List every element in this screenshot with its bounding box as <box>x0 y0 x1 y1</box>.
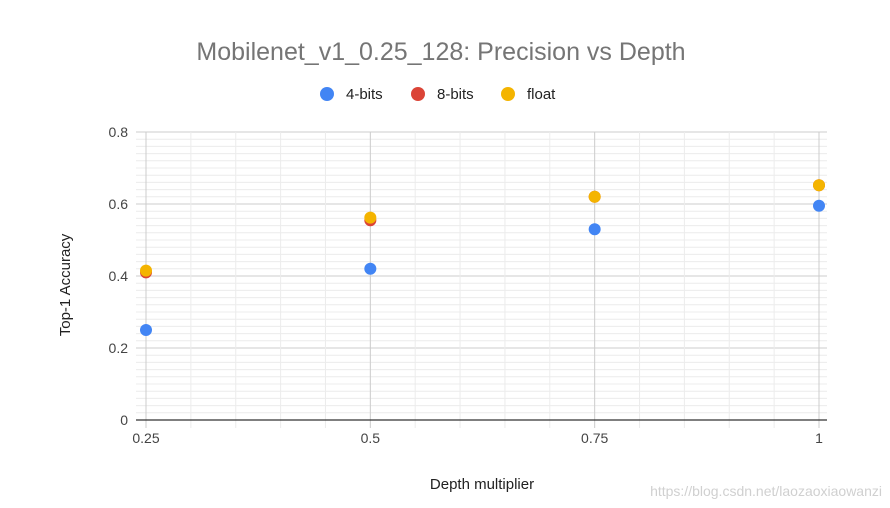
data-point-float <box>813 179 825 192</box>
x-tick-label: 0.25 <box>132 430 159 446</box>
x-tick-label: 0.5 <box>361 430 381 446</box>
data-point-float <box>140 264 152 277</box>
legend: 4-bits 8-bits float <box>320 86 556 103</box>
tick-labels: 0 0.2 0.4 0.6 0.8 0.25 0.5 0.75 1 <box>109 124 824 446</box>
data-point-4-bits <box>140 324 152 336</box>
data-point-4-bits <box>813 199 825 212</box>
x-tick-label: 0.75 <box>581 430 608 446</box>
legend-marker-float <box>501 87 515 101</box>
gridlines <box>136 131 827 428</box>
x-axis-label: Depth multiplier <box>430 476 534 493</box>
data-point-float <box>588 190 601 203</box>
legend-label-float: float <box>527 86 556 103</box>
legend-marker-4-bits <box>320 87 334 101</box>
y-tick-label: 0.4 <box>109 268 129 284</box>
legend-label-4-bits: 4-bits <box>346 86 383 103</box>
y-tick-label: 0.6 <box>109 196 129 212</box>
data-point-4-bits <box>364 262 377 275</box>
data-points <box>140 179 825 336</box>
y-tick-label: 0 <box>120 412 128 428</box>
legend-label-8-bits: 8-bits <box>437 86 474 103</box>
y-tick-label: 0.2 <box>109 340 129 356</box>
chart-title: Mobilenet_v1_0.25_128: Precision vs Dept… <box>196 38 685 66</box>
data-point-float <box>364 211 377 224</box>
legend-marker-8-bits <box>411 87 425 101</box>
y-axis-label: Top-1 Accuracy <box>57 233 74 336</box>
data-point-4-bits <box>588 223 601 236</box>
y-tick-label: 0.8 <box>109 124 129 140</box>
watermark: https://blog.csdn.net/laozaoxiaowanzi <box>650 483 882 499</box>
x-tick-label: 1 <box>815 430 823 446</box>
